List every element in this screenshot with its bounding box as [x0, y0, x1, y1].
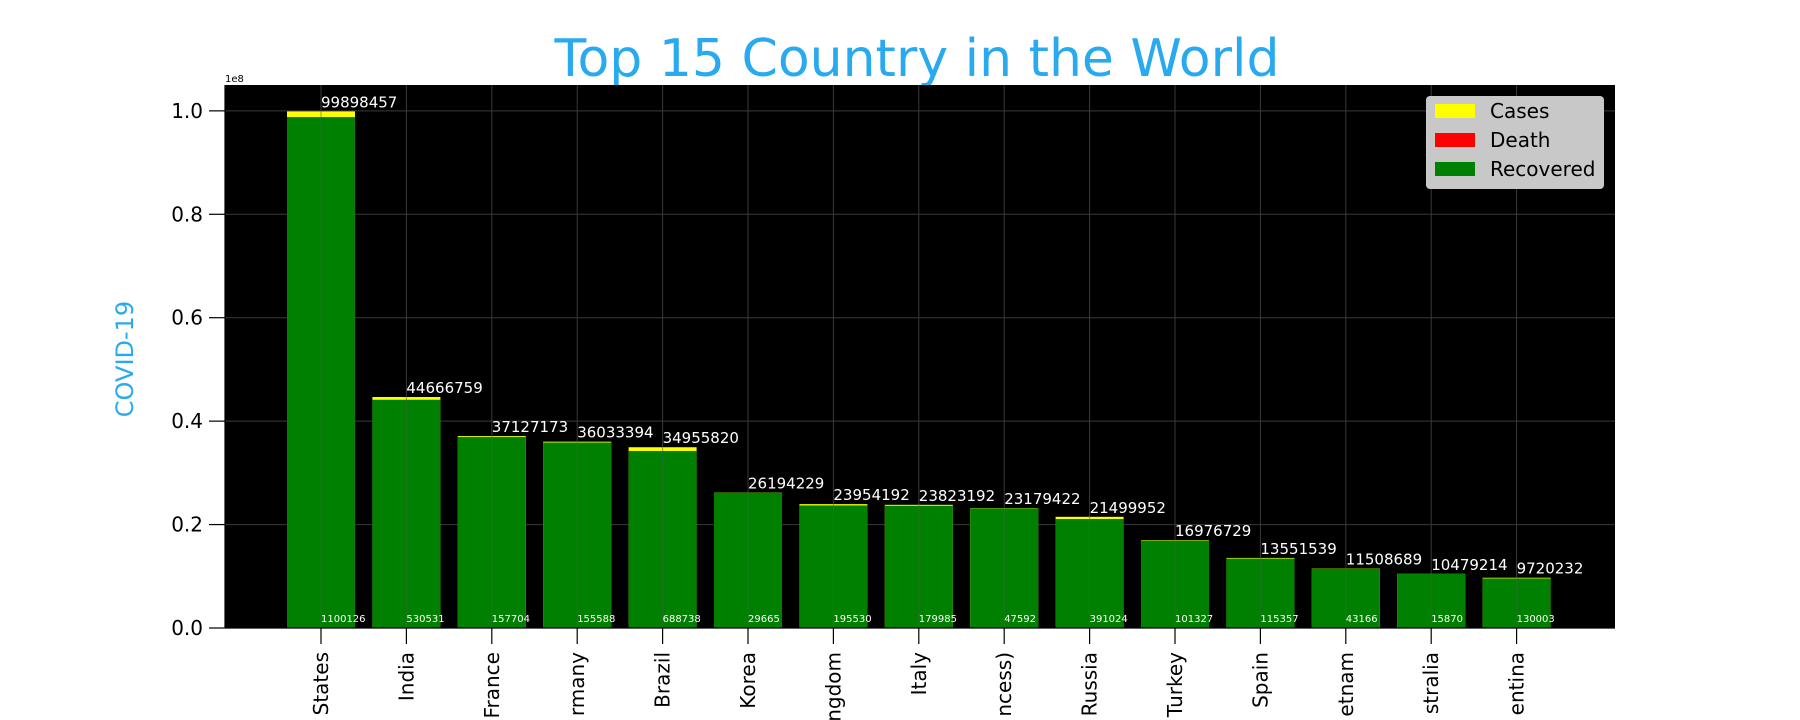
bar-value-label: 16976729: [1175, 522, 1251, 540]
bar-value-label: 34955820: [663, 429, 739, 447]
bar-value-label: 13551539: [1260, 540, 1336, 558]
legend-swatch-recovered: [1435, 162, 1475, 176]
y-tick-label: 0.8: [171, 202, 203, 226]
legend: Cases Death Recovered: [1426, 96, 1604, 189]
bar-value-label: 23179422: [1004, 490, 1080, 508]
y-tick-label: 0.0: [171, 616, 203, 640]
bar-death-label: 391024: [1090, 614, 1128, 625]
bar-death-label: 130003: [1517, 614, 1555, 625]
y-offset-label: 1e8: [225, 74, 244, 85]
x-tick-label: Brazil: [651, 652, 675, 708]
bar-death-label: 1100126: [321, 614, 366, 625]
bar-death-label: 47592: [1004, 614, 1036, 625]
x-tick-label: etnam: [1334, 652, 1358, 717]
bar-value-label: 37127173: [492, 418, 568, 436]
x-tick-label: Korea: [736, 652, 760, 709]
legend-label-cases: Cases: [1490, 99, 1549, 123]
bar-value-label: 99898457: [321, 93, 397, 111]
bar-labels: 99898457 1100126 44666759 530531 37127173 157…: [321, 93, 1583, 625]
axes: 0.0 0.2 0.4 0.6 0.8 1.0 States India France rmany…: [171, 85, 1615, 720]
legend-label-recovered: Recovered: [1490, 157, 1595, 181]
bar-value-label: 21499952: [1090, 499, 1166, 517]
legend-label-death: Death: [1490, 128, 1550, 152]
bar-death-label: 15870: [1431, 614, 1463, 625]
bar-death-label: 115357: [1260, 614, 1298, 625]
y-tick-label: 1.0: [171, 99, 203, 123]
x-tick-label: Turkey: [1163, 652, 1187, 718]
bar-value-label: 11508689: [1346, 550, 1422, 568]
x-tick-label: India: [394, 652, 418, 701]
bar-death-label: 29665: [748, 614, 780, 625]
bar-death-label: 179985: [919, 614, 957, 625]
x-tick-label: France: [480, 652, 504, 719]
bar-death-label: 157704: [492, 614, 530, 625]
bar-death-label: 195530: [833, 614, 871, 625]
bar-death-label: 155588: [577, 614, 615, 625]
bar-value-label: 9720232: [1517, 560, 1584, 578]
bar-death-label: 101327: [1175, 614, 1213, 625]
x-tick-label: Italy: [907, 652, 931, 696]
x-tick-label: stralia: [1419, 652, 1443, 714]
bar-value-label: 44666759: [406, 379, 482, 397]
y-tick-label: 0.4: [171, 409, 203, 433]
y-tick-label: 0.2: [171, 513, 203, 537]
y-axis-label: COVID-19: [111, 301, 139, 417]
y-tick-label: 0.6: [171, 306, 203, 330]
bar-value-label: 23954192: [833, 486, 909, 504]
x-tick-label: States: [309, 652, 333, 715]
bar-value-label: 26194229: [748, 475, 824, 493]
bar-value-label: 36033394: [577, 424, 653, 442]
x-tick-label: ncess): [992, 652, 1016, 717]
bar-value-label: 10479214: [1431, 556, 1507, 574]
bar-death-label: 43166: [1346, 614, 1378, 625]
x-tick-label: entina: [1505, 652, 1529, 715]
legend-swatch-cases: [1435, 104, 1475, 118]
legend-swatch-death: [1435, 133, 1475, 147]
x-tick-label: Spain: [1248, 652, 1272, 708]
bar-death-label: 688738: [663, 614, 701, 625]
x-tick-label: Russia: [1078, 652, 1102, 716]
x-tick-label: ngdom: [821, 652, 845, 720]
chart-title: Top 15 Country in the World: [554, 29, 1280, 89]
bars: [287, 111, 1551, 628]
x-tick-label: rmany: [565, 652, 589, 716]
bar-value-label: 23823192: [919, 487, 995, 505]
bar-death-label: 530531: [406, 614, 444, 625]
